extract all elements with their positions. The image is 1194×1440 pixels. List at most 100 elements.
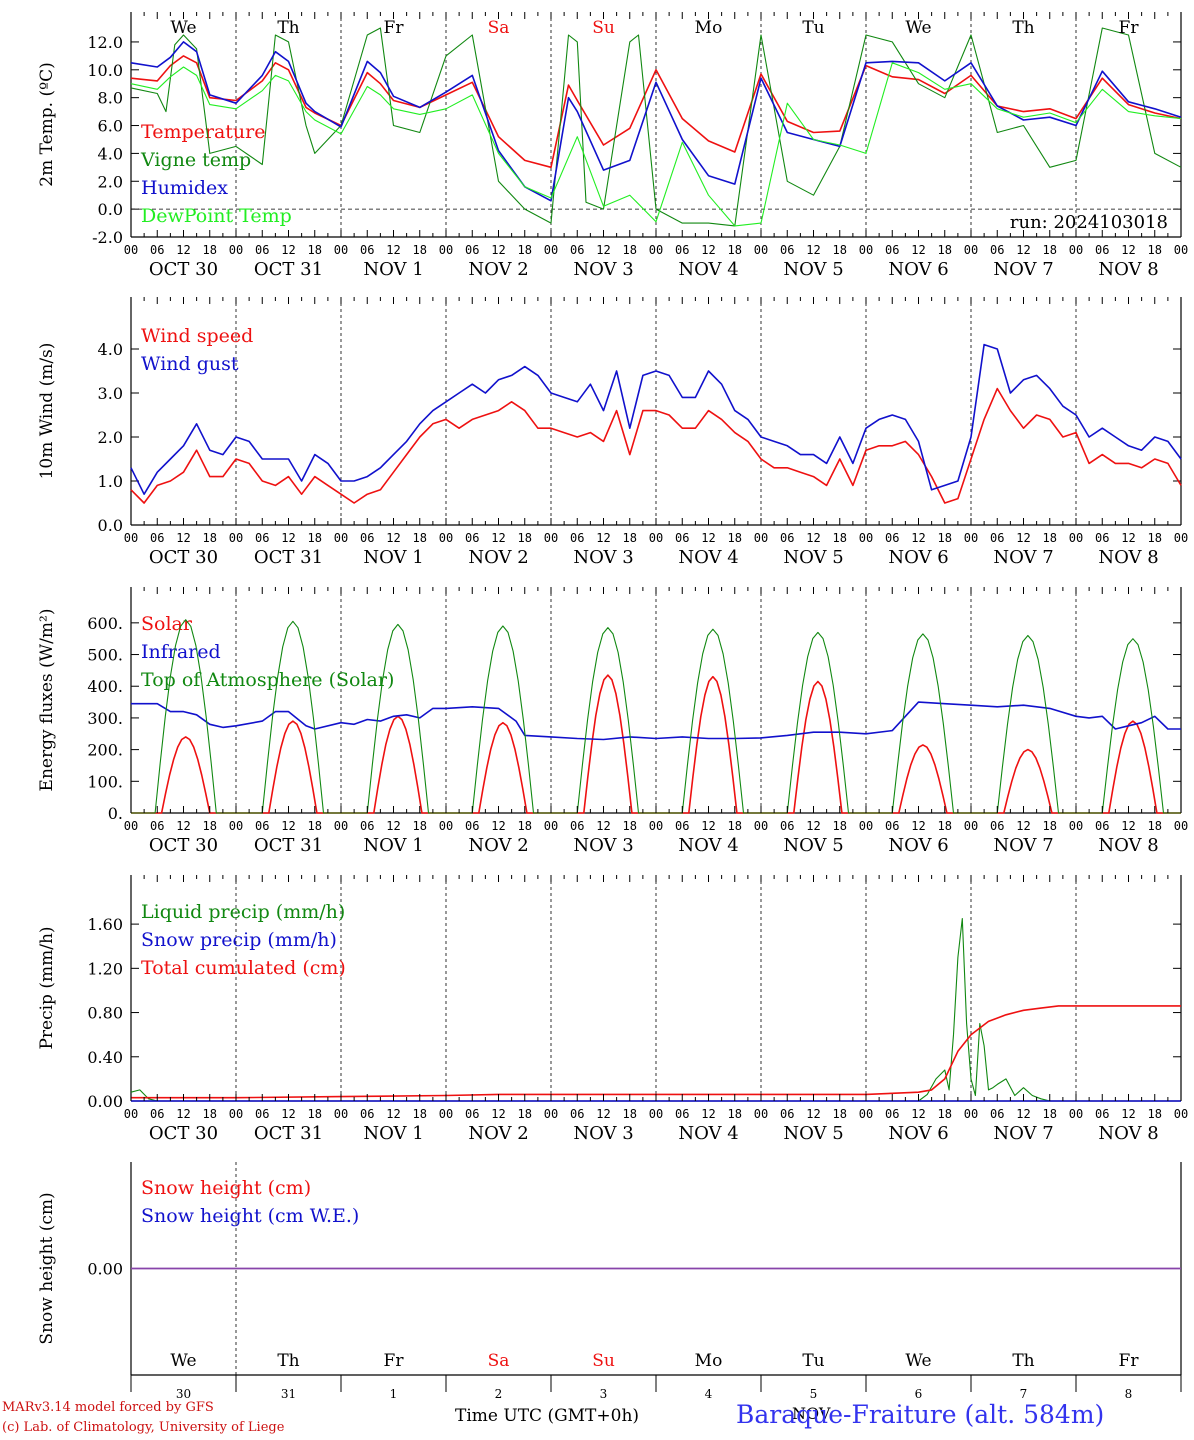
day-label: NOV 1	[363, 259, 423, 280]
day-label: NOV 6	[888, 1123, 948, 1144]
hour-tick-label: 06	[675, 819, 689, 833]
weekday-label: We	[905, 1351, 931, 1371]
hour-tick-label: 18	[203, 243, 217, 257]
hour-tick-label: 12	[806, 1107, 820, 1121]
hour-tick-label: 12	[1016, 243, 1030, 257]
weekday-label: Fr	[1119, 1351, 1140, 1371]
day-label: NOV 5	[783, 259, 843, 280]
hour-tick-label: 18	[413, 531, 427, 545]
y-tick-label: 1.20	[87, 959, 123, 978]
hour-tick-label: 06	[675, 1107, 689, 1121]
weekday-label: Sa	[488, 1351, 510, 1371]
hour-tick-label: 18	[308, 243, 322, 257]
hour-tick-label: 06	[885, 531, 899, 545]
legend-entry: Infrared	[141, 641, 221, 663]
hour-tick-label: 18	[308, 531, 322, 545]
hour-tick-label: 12	[491, 819, 505, 833]
day-label: OCT 31	[254, 835, 323, 856]
hour-tick-label: 00	[124, 531, 138, 545]
hour-tick-label: 00	[229, 243, 243, 257]
series-line-wind-gust	[130, 343, 1182, 496]
day-label: NOV 2	[468, 835, 528, 856]
hour-tick-label: 18	[833, 1107, 847, 1121]
y-tick-label: 200.	[87, 741, 123, 760]
hour-tick-label: 00	[544, 819, 558, 833]
hour-tick-label: 00	[964, 819, 978, 833]
day-label: NOV 3	[573, 1123, 633, 1144]
hour-tick-label: 00	[124, 1107, 138, 1121]
y-tick-label: 500.	[87, 646, 123, 665]
hour-tick-label: 06	[885, 243, 899, 257]
hour-tick-label: 12	[1121, 243, 1135, 257]
weekday-label: Fr	[1119, 18, 1140, 38]
panel-4: 0.00 0.40 0.80 1.20 1.60 Precip (mm/h) Liquid …	[37, 875, 1188, 1144]
hour-tick-label: 12	[1121, 531, 1135, 545]
series-line-temperature	[130, 55, 1182, 169]
hour-tick-label: 18	[518, 1107, 532, 1121]
day-label: NOV 3	[573, 547, 633, 568]
hour-tick-label: 00	[964, 1107, 978, 1121]
hour-tick-label: 18	[1148, 819, 1162, 833]
day-label: OCT 30	[149, 259, 218, 280]
hour-tick-label: 00	[1174, 531, 1188, 545]
hour-tick-label: 06	[990, 1107, 1004, 1121]
hour-tick-label: 06	[780, 531, 794, 545]
day-label: NOV 4	[678, 259, 738, 280]
hour-tick-label: 06	[1095, 243, 1109, 257]
hour-tick-label: 00	[229, 1107, 243, 1121]
hour-tick-label: 00	[439, 243, 453, 257]
hour-tick-label: 00	[649, 1107, 663, 1121]
hour-tick-label: 12	[281, 819, 295, 833]
hour-tick-label: 12	[596, 531, 610, 545]
footer-model-line: MARv3.14 model forced by GFS	[2, 1400, 214, 1415]
hour-tick-label: 00	[649, 531, 663, 545]
y-tick-label: 0.80	[87, 1004, 123, 1023]
hour-tick-label: 06	[255, 531, 269, 545]
hour-tick-label: 18	[203, 1107, 217, 1121]
hour-tick-label: 06	[570, 243, 584, 257]
hour-tick-label: 18	[308, 1107, 322, 1121]
hour-tick-label: 12	[596, 819, 610, 833]
hour-tick-label: 06	[1095, 531, 1109, 545]
hour-tick-label: 00	[124, 243, 138, 257]
hour-tick-label: 06	[780, 1107, 794, 1121]
day-label: NOV 8	[1098, 547, 1158, 568]
weekday-label: Su	[592, 18, 615, 38]
weekday-label: Th	[277, 1351, 299, 1371]
day-number: 3	[600, 1387, 608, 1401]
hour-tick-label: 12	[701, 819, 715, 833]
y-tick-label: 0.40	[87, 1048, 123, 1067]
day-label: NOV 5	[783, 835, 843, 856]
y-tick-label: 1.60	[87, 915, 123, 934]
weekday-label: Tu	[802, 18, 824, 38]
hour-tick-label: 06	[360, 819, 374, 833]
legend-entry: Temperature	[141, 121, 265, 143]
weekday-label: Su	[592, 1351, 615, 1371]
hour-tick-label: 06	[465, 243, 479, 257]
y-tick-label: -2.0	[92, 228, 123, 247]
hour-tick-label: 00	[964, 243, 978, 257]
day-label: NOV 4	[678, 835, 738, 856]
weekday-label: Th	[277, 18, 299, 38]
weekday-label: Fr	[384, 1351, 405, 1371]
day-label: NOV 5	[783, 1123, 843, 1144]
hour-tick-label: 18	[938, 1107, 952, 1121]
hour-tick-label: 06	[780, 819, 794, 833]
panel-5: 0.00 Snow height (cm) Snow height (cm) Snow…	[37, 1162, 1182, 1401]
hour-tick-label: 12	[911, 531, 925, 545]
y-tick-label: 10.0	[87, 61, 123, 80]
hour-tick-label: 18	[623, 243, 637, 257]
hour-tick-label: 06	[255, 1107, 269, 1121]
hour-tick-label: 00	[124, 819, 138, 833]
hour-tick-label: 12	[701, 531, 715, 545]
hour-tick-label: 06	[990, 531, 1004, 545]
hour-tick-label: 18	[1043, 1107, 1057, 1121]
weekday-label: Th	[1012, 1351, 1034, 1371]
hour-tick-label: 18	[728, 819, 742, 833]
hour-tick-label: 12	[491, 243, 505, 257]
legend-entry: Total cumulated (cm)	[141, 957, 346, 979]
legend-entry: Wind gust	[141, 353, 239, 375]
series-line-wind-speed	[130, 387, 1182, 504]
hour-tick-label: 12	[281, 1107, 295, 1121]
station-label: Baraque-Fraiture (alt. 584m)	[736, 1400, 1105, 1429]
